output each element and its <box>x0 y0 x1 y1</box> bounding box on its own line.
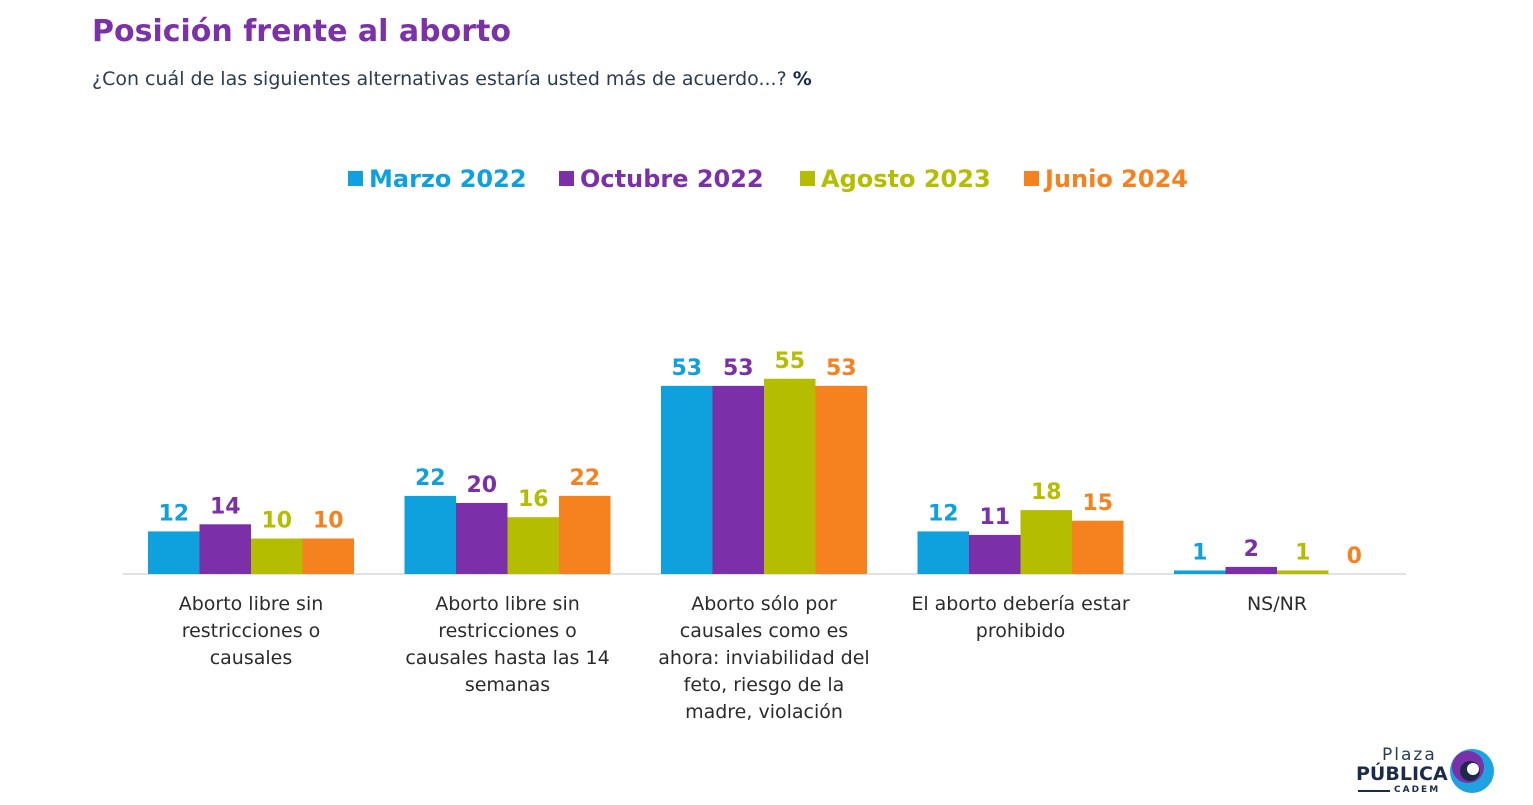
data-label-3-1: 53 <box>671 356 702 381</box>
data-label-1-1: 12 <box>158 501 189 526</box>
bar-3-4 <box>815 385 867 574</box>
logo-plaza-text: Plaza <box>1382 745 1437 765</box>
legend-label: Junio 2024 <box>1043 165 1188 193</box>
legend-swatch <box>1024 171 1039 186</box>
category-label-4: El aborto debería estar prohibido <box>911 593 1130 642</box>
data-label-3-3: 55 <box>774 349 805 374</box>
category-label-2: Aborto libre sin restricciones o causales … <box>405 593 609 696</box>
bar-3-1 <box>661 385 713 574</box>
logo-cadem-text: CADEM <box>1394 785 1441 795</box>
data-label-5-2: 2 <box>1244 537 1259 562</box>
bar-chart: Marzo 2022 Octubre 2022 Agosto 2023 Junio 2… <box>123 165 1406 723</box>
bar-2-1 <box>404 495 456 574</box>
data-label-4-2: 11 <box>979 505 1010 530</box>
bar-3-3 <box>764 378 816 574</box>
data-label-1-2: 14 <box>210 494 241 519</box>
data-label-4-3: 18 <box>1031 480 1062 505</box>
data-label-2-1: 22 <box>415 466 446 491</box>
bar-4-3 <box>1020 510 1072 574</box>
data-label-1-4: 10 <box>313 509 344 534</box>
logo-publica-text: PÚBLICA <box>1356 763 1448 785</box>
chart-title: Posición frente al aborto <box>92 14 511 49</box>
legend-label: Agosto 2023 <box>821 165 991 193</box>
bar-2-2 <box>456 503 508 574</box>
data-label-5-4: 0 <box>1347 544 1362 569</box>
bar-4-4 <box>1072 520 1124 574</box>
logo-swirl-icon <box>1450 749 1494 793</box>
data-label-3-4: 53 <box>826 356 857 381</box>
data-label-4-4: 15 <box>1082 491 1113 516</box>
bar-4-1 <box>917 531 969 574</box>
data-label-4-1: 12 <box>928 501 959 526</box>
category-label-5: NS/NR <box>1247 593 1307 615</box>
legend-item-3: Agosto 2023 <box>800 165 991 193</box>
legend-item-1: Marzo 2022 <box>348 165 527 193</box>
legend-item-2: Octubre 2022 <box>559 165 764 193</box>
category-label-1: Aborto libre sin restricciones o causales <box>179 593 324 669</box>
bar-1-1 <box>148 531 200 574</box>
logo-divider <box>1358 790 1390 792</box>
bar-4-2 <box>969 534 1021 574</box>
bar-5-1 <box>1174 570 1226 574</box>
legend-swatch <box>800 171 815 186</box>
data-label-3-2: 53 <box>723 356 754 381</box>
bar-1-4 <box>302 538 354 574</box>
category-label-3: Aborto sólo por causales como es ahora: in… <box>658 593 869 723</box>
chart-subtitle: ¿Con cuál de las siguientes alternativas… <box>92 68 812 90</box>
data-label-1-3: 10 <box>261 509 292 534</box>
subtitle-question: ¿Con cuál de las siguientes alternativas… <box>92 68 787 90</box>
bar-2-3 <box>507 517 559 574</box>
data-label-5-1: 1 <box>1192 540 1207 565</box>
data-label-2-2: 20 <box>466 473 497 498</box>
data-label-5-3: 1 <box>1295 540 1310 565</box>
bar-5-2 <box>1225 566 1277 574</box>
bar-5-3 <box>1277 570 1329 574</box>
plaza-publica-logo: Plaza PÚBLICA CADEM <box>1350 745 1510 800</box>
legend-swatch <box>559 171 574 186</box>
legend-swatch <box>348 171 363 186</box>
bar-1-2 <box>199 524 251 574</box>
legend-label: Marzo 2022 <box>369 165 527 193</box>
bar-3-2 <box>712 385 764 574</box>
legend-item-4: Junio 2024 <box>1024 165 1188 193</box>
data-label-2-3: 16 <box>518 487 549 512</box>
bar-1-3 <box>251 538 303 574</box>
subtitle-unit: % <box>792 68 812 90</box>
bar-2-4 <box>559 495 611 574</box>
data-label-2-4: 22 <box>569 466 600 491</box>
legend-label: Octubre 2022 <box>580 165 764 193</box>
